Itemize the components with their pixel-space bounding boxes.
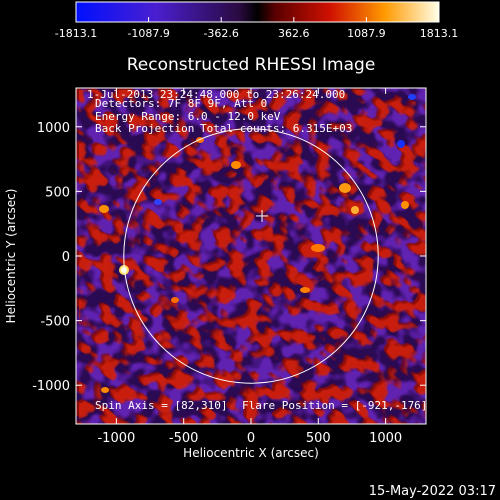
y-tick-label: 1000: [37, 121, 70, 136]
y-tick-label: -1000: [32, 379, 70, 394]
crosshair-marker: [256, 209, 269, 222]
x-tick-label: 0: [247, 431, 255, 446]
footer-timestamp: 15-May-2022 03:17: [369, 484, 496, 499]
y-tick-label: 0: [62, 250, 70, 265]
total-counts-text: Total counts: 6.315E+03: [200, 122, 352, 135]
x-tick-label: -1000: [97, 431, 135, 446]
colorbar-tick-label: 362.6: [278, 27, 310, 40]
x-tick-label: 500: [306, 431, 331, 446]
bright-sources: [99, 94, 416, 393]
colorbar-ticks: -1813.1 -1087.9 -362.6 362.6 1087.9 1813.1: [55, 17, 458, 40]
colorbar-tick-label: -362.6: [203, 27, 238, 40]
time-range-text: 1-Jul-2013 23:24:48.000 to 23:26:24.000: [87, 88, 345, 101]
info-text: 1-Jul-2013 23:24:48.000 to 23:26:24.000 …: [87, 88, 427, 412]
energy-range-text: Energy Range: 6.0 - 12.0 keV: [95, 110, 281, 123]
plot-title: Reconstructed RHESSI Image: [127, 55, 376, 75]
flare-position-text: Flare Position = [-921,-176]: [242, 399, 427, 412]
colorbar-gradient: [75, 1, 440, 23]
detectors-text: Detectors: 7F 8F 9F, Att 0: [95, 97, 267, 110]
colorbar-tick-label: -1087.9: [127, 27, 169, 40]
y-axis-label: Heliocentric Y (arcsec): [4, 189, 18, 324]
spin-axis-text: Spin Axis = [82,310]: [95, 399, 227, 412]
colorbar-tick-label: 1087.9: [347, 27, 386, 40]
x-tick-label: 1000: [369, 431, 402, 446]
axis-ticks: -1000 -500 0 500 1000 1000 500 0 -500 -1000: [32, 88, 426, 446]
y-tick-label: 500: [45, 185, 70, 200]
y-tick-label: -500: [40, 315, 70, 330]
image-area: [76, 88, 426, 424]
x-tick-label: -500: [169, 431, 199, 446]
method-text: Back Projection: [95, 122, 194, 135]
colorbar-tick-label: 1813.1: [420, 27, 459, 40]
colorbar: -1813.1 -1087.9 -362.6 362.6 1087.9 1813.1: [55, 1, 458, 40]
x-axis-label: Heliocentric X (arcsec): [183, 446, 319, 460]
colorbar-tick-label: -1813.1: [55, 27, 97, 40]
solar-limb-circle: [123, 128, 379, 384]
